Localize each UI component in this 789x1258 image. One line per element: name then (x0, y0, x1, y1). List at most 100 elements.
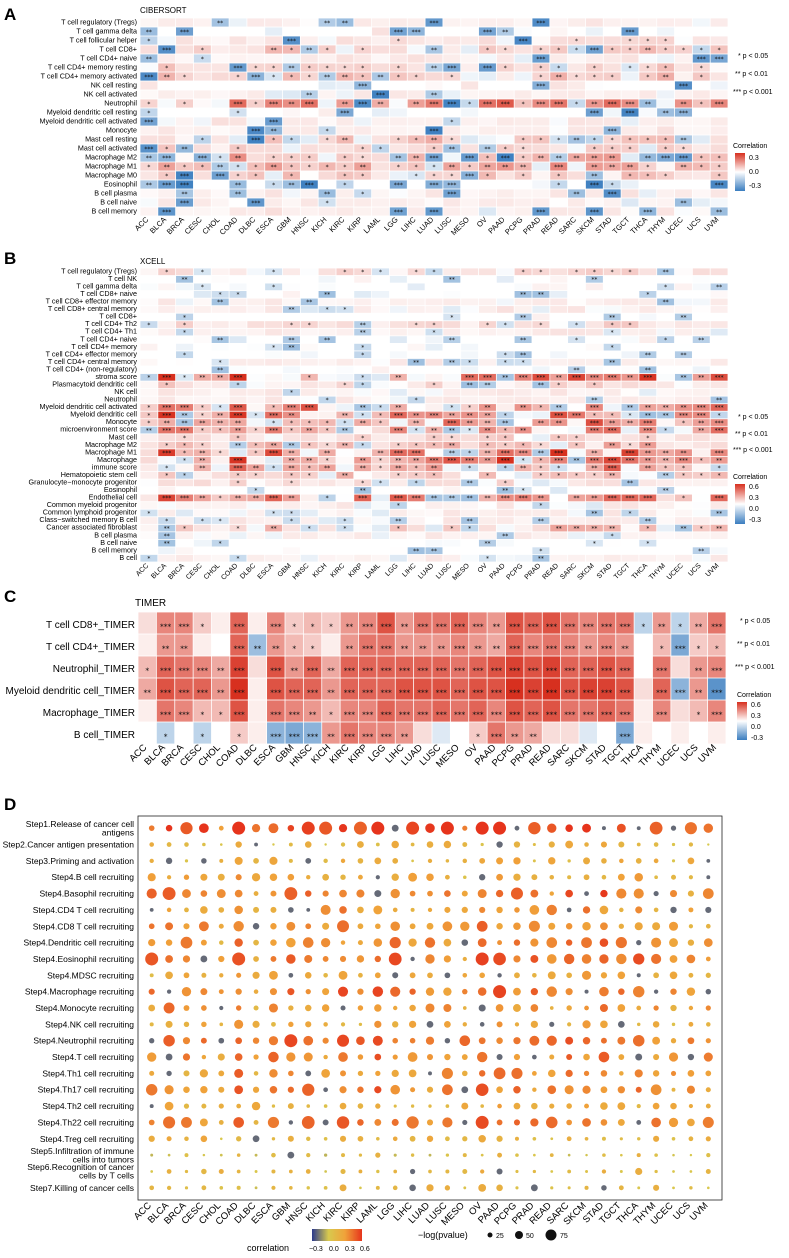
heat-cell (300, 45, 318, 54)
significance-mark: ** (680, 352, 686, 359)
bubble-point (566, 1054, 573, 1061)
heat-cell (372, 336, 390, 343)
heat-cell (176, 532, 194, 539)
bubble-point (163, 1116, 176, 1129)
heat-cell (282, 27, 300, 36)
heat-cell (585, 90, 603, 99)
bubble-point (689, 1153, 693, 1157)
significance-mark: ** (591, 450, 597, 457)
heat-cell (585, 539, 603, 547)
significance-mark: ** (164, 74, 170, 81)
heat-cell (550, 108, 568, 117)
bubble-point (531, 1071, 537, 1076)
heat-cell (652, 722, 671, 744)
row-label-macrophage-m1: Macrophage M1 (85, 161, 137, 170)
heat-cell (140, 396, 158, 404)
significance-mark: * (254, 473, 257, 480)
heat-cell (674, 471, 692, 479)
bubble-point (200, 873, 208, 881)
heat-cell (657, 547, 675, 555)
significance-mark: ** (324, 191, 330, 198)
heat-cell (478, 321, 496, 328)
significance-mark: *** (447, 420, 456, 427)
heat-cell (514, 396, 532, 404)
bubble-point (462, 1168, 468, 1174)
significance-mark: *** (270, 623, 282, 632)
row-label-t-cell-cd4-effector-memory: T cell CD4+ effector memory (46, 349, 138, 358)
heat-cell (425, 153, 443, 162)
heat-cell (140, 117, 158, 126)
bubble-point (217, 873, 225, 881)
heat-cell (265, 532, 283, 539)
heat-cell (514, 72, 532, 81)
heat-cell (247, 36, 265, 45)
heat-cell (354, 464, 372, 472)
heat-cell (478, 81, 496, 90)
bubble-point (301, 821, 315, 835)
significance-mark: ** (360, 488, 366, 495)
heat-cell (193, 722, 212, 744)
heat-cell (425, 275, 443, 283)
heat-cell (265, 45, 283, 54)
heat-cell (568, 343, 586, 351)
heat-cell (300, 27, 318, 36)
heat-cell (425, 532, 443, 539)
bubble-point (549, 1153, 554, 1158)
heat-cell (372, 532, 390, 539)
bubble-point (357, 1135, 364, 1142)
heat-cell (138, 612, 156, 634)
col-label-coad: COAD (218, 215, 240, 237)
colorbar-tick-b-2: 0.0 (749, 506, 759, 513)
heat-cell (692, 419, 710, 426)
significance-mark: *** (491, 733, 503, 742)
heat-cell (585, 532, 603, 539)
significance-mark: ** (378, 74, 384, 81)
heat-cell (585, 198, 603, 207)
bubble-point (200, 1135, 208, 1143)
heat-cell (265, 99, 283, 108)
heat-cell (372, 381, 390, 389)
heat-cell (265, 381, 283, 389)
significance-mark: * (611, 137, 614, 144)
heat-cell (158, 298, 176, 306)
significance-mark: ** (146, 427, 152, 434)
heat-cell (211, 198, 229, 207)
heat-cell (140, 108, 158, 117)
heat-cell (710, 189, 728, 198)
significance-mark: ** (164, 420, 170, 427)
bubble-point (670, 825, 677, 831)
significance-mark: * (664, 137, 667, 144)
heat-cell (407, 189, 425, 198)
bubble-point (670, 1038, 677, 1044)
bubble-point (323, 1136, 328, 1141)
heat-cell (267, 656, 285, 678)
heat-cell (432, 722, 450, 744)
bubble-point (565, 824, 573, 832)
heat-cell (710, 389, 728, 396)
heat-cell (603, 509, 621, 517)
heat-cell (300, 90, 318, 99)
heat-cell (568, 291, 586, 298)
heat-cell (692, 306, 710, 313)
bubble-point (443, 987, 452, 996)
bubble-point (428, 1104, 432, 1108)
bubble-point (618, 988, 625, 995)
heat-cell (443, 517, 461, 524)
heat-cell (425, 27, 443, 36)
heat-cell (603, 18, 621, 27)
heat-cell (692, 328, 710, 336)
bubble-point (426, 1053, 434, 1061)
heat-cell (267, 612, 285, 634)
heat-cell (603, 494, 621, 502)
heat-cell (674, 328, 692, 336)
significance-mark: ** (324, 74, 330, 81)
heat-cell (597, 678, 616, 700)
bubble-point (705, 972, 711, 978)
bubble-point (601, 858, 607, 864)
bubble-point (564, 1085, 574, 1095)
heat-cell (496, 63, 514, 72)
heat-cell (265, 404, 283, 411)
heat-cell (692, 117, 710, 126)
significance-mark: * (697, 711, 701, 720)
bubble-point (671, 1087, 676, 1092)
